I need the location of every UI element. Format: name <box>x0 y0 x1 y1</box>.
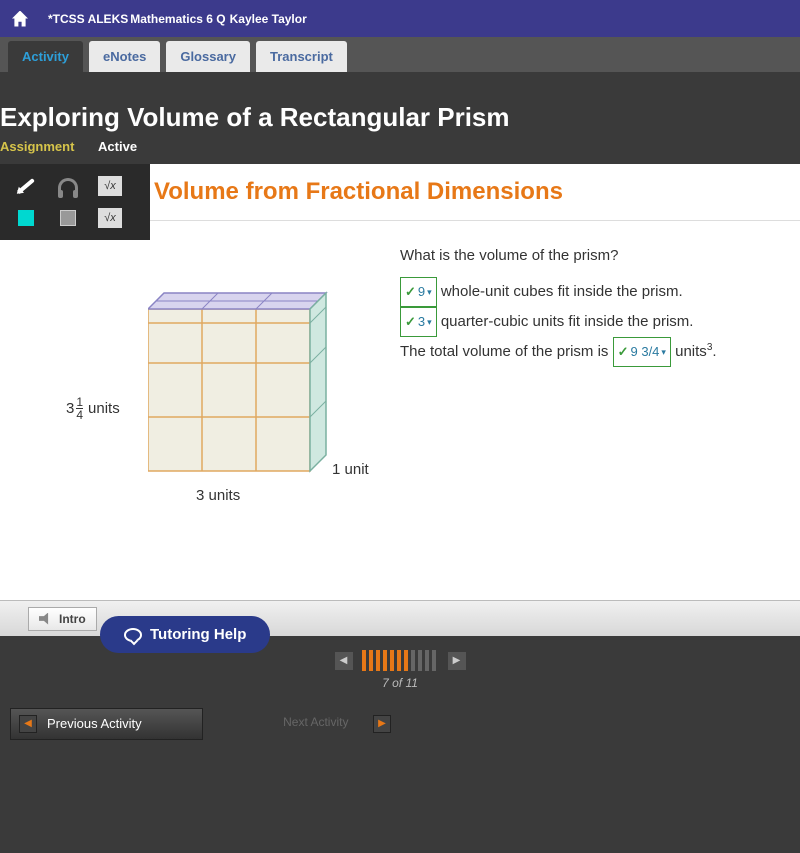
breadcrumb-subject[interactable]: Mathematics 6 Q <box>122 12 233 26</box>
page-header: Exploring Volume of a Rectangular Prism … <box>0 72 800 164</box>
tab-bar: Activity eNotes Glossary Transcript <box>0 37 800 72</box>
progress-counter: 7 of 11 <box>0 676 800 690</box>
progress-prev-icon[interactable]: ◀ <box>335 652 353 670</box>
student-name[interactable]: Kaylee Taylor <box>222 12 315 26</box>
tab-activity[interactable]: Activity <box>8 41 83 72</box>
formula-tool-icon[interactable]: √x <box>96 174 124 198</box>
headphones-icon[interactable] <box>54 174 82 198</box>
question-prompt: What is the volume of the prism? <box>400 241 780 271</box>
page-title: Exploring Volume of a Rectangular Prism <box>0 102 800 133</box>
line3-post: units <box>675 343 707 360</box>
progress-box[interactable] <box>418 650 422 671</box>
progress-box[interactable] <box>376 650 380 671</box>
arrow-left-icon: ◀ <box>19 715 37 733</box>
assignment-label: Assignment <box>0 139 74 154</box>
arrow-right-icon[interactable]: ▶ <box>373 715 391 733</box>
previous-activity-button[interactable]: ◀ Previous Activity <box>10 708 203 740</box>
chat-bubble-icon <box>124 628 142 642</box>
pencil-tool-icon[interactable] <box>12 174 40 198</box>
next-activity-label: Next Activity <box>283 715 348 729</box>
formula-tool2-icon[interactable]: √x <box>96 206 124 230</box>
color-cyan-icon[interactable] <box>12 206 40 230</box>
prism-figure: 3 14 units 3 units 1 unit <box>20 241 400 540</box>
progress-box[interactable] <box>425 650 429 671</box>
progress-next-icon[interactable]: ▶ <box>448 652 466 670</box>
progress-box[interactable] <box>404 650 408 671</box>
content-area: 3 14 units 3 units 1 unit <box>0 220 800 600</box>
height-whole: 3 <box>66 400 74 417</box>
speaker-icon <box>39 613 53 625</box>
home-icon[interactable] <box>12 11 28 27</box>
answer-dropdown-2[interactable]: ✓3▾ <box>400 307 437 337</box>
progress-box[interactable] <box>383 650 387 671</box>
tab-glossary[interactable]: Glossary <box>166 41 250 72</box>
progress-box[interactable] <box>390 650 394 671</box>
bottom-nav: ◀ Previous Activity Next Activity ▶ <box>0 694 800 760</box>
progress-boxes: ◀ ▶ <box>329 652 472 670</box>
toolbar: √x √x <box>0 164 150 240</box>
tutoring-help-button[interactable]: Tutoring Help <box>100 616 270 653</box>
intro-button[interactable]: Intro <box>28 607 97 631</box>
section-title: Volume from Fractional Dimensions <box>154 178 800 206</box>
status-label: Active <box>98 139 137 154</box>
progress-box[interactable] <box>432 650 436 671</box>
progress-box[interactable] <box>411 650 415 671</box>
line1-text: whole-unit cubes fit inside the prism. <box>441 283 683 300</box>
answer-dropdown-1[interactable]: ✓9▾ <box>400 277 437 307</box>
progress-box[interactable] <box>397 650 401 671</box>
tab-enotes[interactable]: eNotes <box>89 41 160 72</box>
question-area: What is the volume of the prism? ✓9▾ who… <box>400 241 780 540</box>
prism-svg <box>148 291 348 491</box>
progress-box[interactable] <box>369 650 373 671</box>
progress-box[interactable] <box>362 650 366 671</box>
answer-dropdown-3[interactable]: ✓9 3/4▾ <box>613 337 671 367</box>
tab-transcript[interactable]: Transcript <box>256 41 347 72</box>
line2-text: quarter-cubic units fit inside the prism… <box>441 313 694 330</box>
top-bar: *TCSS ALEKS Mathematics 6 Q Kaylee Taylo… <box>0 0 800 37</box>
color-grey-icon[interactable] <box>54 206 82 230</box>
line3-pre: The total volume of the prism is <box>400 343 613 360</box>
